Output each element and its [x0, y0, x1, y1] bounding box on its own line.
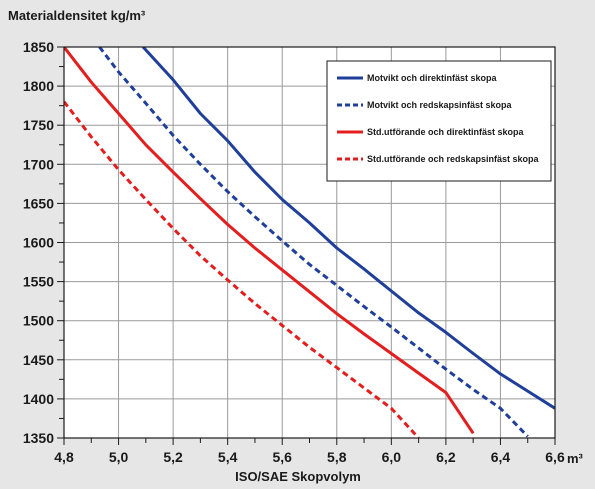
x-tick-label: 4,8	[54, 449, 74, 465]
y-tick-label: 1500	[23, 313, 54, 329]
y-tick-label: 1550	[23, 274, 54, 290]
x-tick-label: 6,6	[545, 449, 565, 465]
series-line	[64, 100, 420, 438]
y-tick-label: 1600	[23, 235, 54, 251]
y-axis-title-group: Materialdensitet kg/m³	[8, 8, 146, 23]
x-axis-title: ISO/SAE Skopvolym	[235, 469, 361, 484]
y-tick-label: 1750	[23, 117, 54, 133]
x-tick-label: 6,2	[436, 449, 456, 465]
x-tick-label: 5,8	[327, 449, 347, 465]
legend-box	[326, 60, 552, 182]
legend-label: Std.utförande och redskapsinfäst skopa	[367, 154, 540, 164]
plot-border	[63, 46, 556, 439]
y-tick-label: 1400	[23, 391, 54, 407]
x-axis-unit: m³	[567, 451, 584, 466]
x-unit-group: m³	[567, 451, 584, 466]
y-axis-title: Materialdensitet kg/m³	[8, 8, 146, 23]
legend-label: Std.utförande och direktinfäst skopa	[367, 127, 525, 137]
y-tick-label: 1350	[23, 430, 54, 446]
x-tick-label: 5,6	[272, 449, 292, 465]
y-tick-label: 1650	[23, 195, 54, 211]
series-line	[98, 47, 529, 438]
series-line	[64, 47, 475, 435]
y-tick-label: 1850	[23, 39, 54, 55]
series-line	[141, 47, 555, 410]
x-tick-label: 6,0	[382, 449, 402, 465]
legend: Motvikt och direktinfäst skopa Motvikt oc…	[326, 60, 552, 182]
x-tick-label: 6,4	[491, 449, 511, 465]
y-tick-label: 1800	[23, 78, 54, 94]
x-tick-label: 5,2	[163, 449, 183, 465]
legend-label: Motvikt och direktinfäst skopa	[367, 73, 498, 83]
legend-label: Motvikt och redskapsinfäst skopa	[367, 100, 513, 110]
x-tick-label: 5,4	[218, 449, 238, 465]
y-tick-label: 1700	[23, 156, 54, 172]
x-axis-title-group: ISO/SAE Skopvolym	[235, 469, 361, 484]
x-tick-label: 5,0	[109, 449, 129, 465]
y-tick-label: 1450	[23, 352, 54, 368]
